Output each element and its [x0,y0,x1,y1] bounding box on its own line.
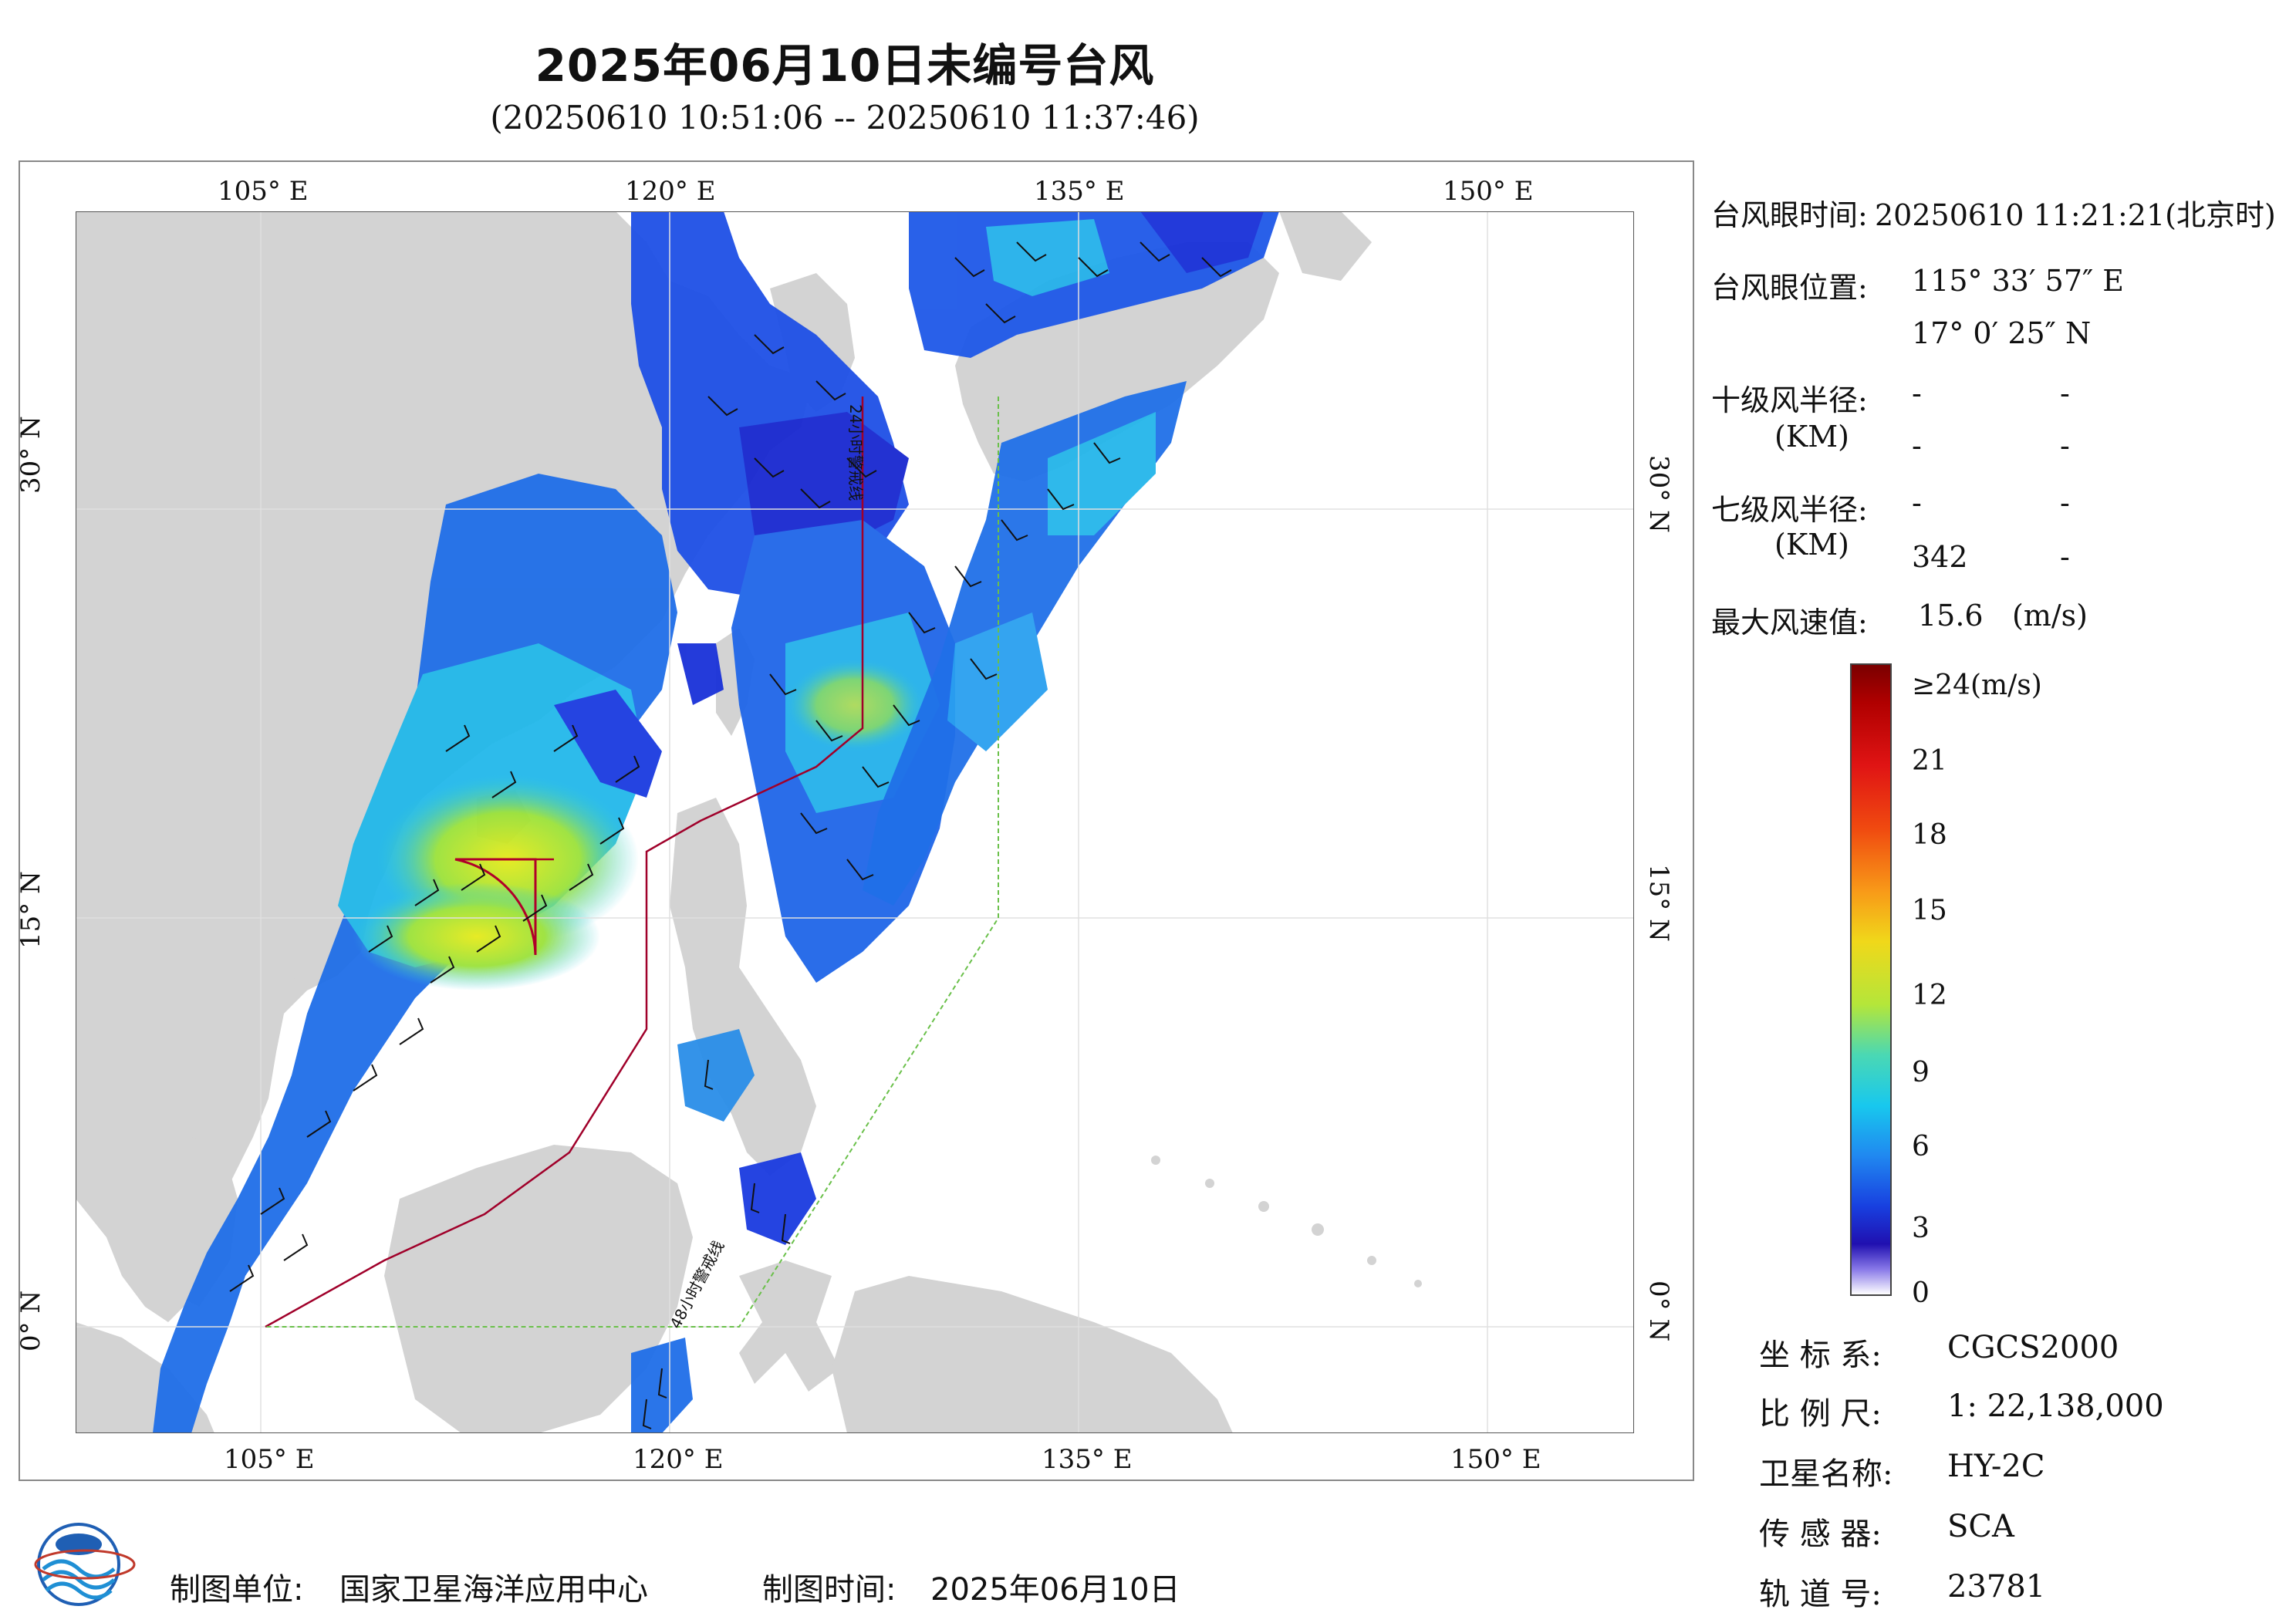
graticule [76,211,1634,1433]
wind-barbs [229,241,1232,1429]
colorbar-tick-12: 12 [1912,980,1947,1011]
colorbar-tick-18: 18 [1912,819,1947,851]
r10-row2-col1: - [1912,429,1922,463]
scale-label: 比 例 尺: [1759,1396,1882,1432]
lat-tick-left-0: 0° N [15,1290,46,1351]
lon-tick-top-120: 120° E [625,176,716,207]
lon-tick-bottom-150: 150° E [1450,1444,1541,1475]
lat-tick-right-15: 15° N [1643,864,1674,942]
lat-tick-right-0: 0° N [1643,1281,1674,1342]
lon-tick-top-150: 150° E [1443,176,1534,207]
mapping-time-label: 制图时间: [762,1572,896,1608]
scale-value: 1: 22,138,000 [1947,1388,2164,1424]
philippines [670,798,816,1176]
lon-tick-bottom-105: 105° E [224,1444,315,1475]
r10-unit: (KM) [1774,420,1849,454]
typhoon-eye-marker [454,858,554,956]
r10-row1-col2: - [2060,376,2070,410]
nsoas-logo [34,1523,136,1606]
sulawesi [739,1260,839,1392]
r10-label: 十级风半径: [1711,383,1868,417]
warning-label-24h: 24小时警戒线 [846,404,865,501]
r10-row1-col1: - [1912,376,1922,410]
producer-value: 国家卫星海洋应用中心 [339,1572,648,1608]
map-subtitle: (20250610 10:51:06 -- 20250610 11:37:46) [490,99,1200,137]
eye-time-value: 20250610 11:21:21(北京时) [1875,198,2276,232]
hokkaido [1279,211,1372,281]
wind-swath-right [863,211,1279,906]
colorbar [1850,663,1892,1296]
lat-tick-right-30: 30° N [1643,455,1674,533]
coord-label: 坐 标 系: [1759,1338,1882,1373]
eye-time-label: 台风眼时间: [1711,198,1868,232]
lon-tick-bottom-120: 120° E [633,1444,724,1475]
max-wind-value: 15.6 [1918,599,1984,633]
eye-lat-value: 17° 0′ 25″ N [1912,316,2092,350]
r7-label: 七级风半径: [1711,493,1868,527]
lon-tick-bottom-135: 135° E [1042,1444,1133,1475]
lat-tick-left-30: 30° N [15,416,46,494]
eye-pos-label: 台风眼位置: [1711,271,1868,305]
borneo [384,1145,693,1433]
r7-unit: (KM) [1774,528,1849,562]
map-title: 2025年06月10日未编号台风 [535,39,1155,92]
r10-row2-col2: - [2060,429,2070,463]
max-wind-label: 最大风速值: [1711,606,1868,639]
orbit-label: 轨 道 号: [1759,1577,1882,1612]
r7-row1-col1: - [1912,486,1922,520]
lon-tick-top-105: 105° E [218,176,309,207]
eye-lon-value: 115° 33′ 57″ E [1912,264,2125,298]
max-wind-unit: (m/s) [2012,599,2088,633]
map-frame [19,160,1694,1481]
producer-label: 制图单位: [170,1572,304,1608]
satellite-value: HY-2C [1947,1449,2045,1484]
warning-line-24h [265,396,864,1328]
warning-line-48h [265,396,999,1328]
map-plot: 24小时警戒线 48小时警戒线 [76,211,1634,1433]
colorbar-tick-15: 15 [1912,895,1947,926]
sensor-label: 传 感 器: [1759,1517,1882,1552]
lon-tick-top-135: 135° E [1034,176,1125,207]
colorbar-tick-21: 21 [1912,745,1947,777]
wind-swath-middle [631,211,955,1433]
colorbar-top-label: ≥24(m/s) [1912,670,2042,701]
new-guinea [832,1276,1233,1433]
lat-tick-left-15: 15° N [15,871,46,949]
coord-value: CGCS2000 [1947,1330,2119,1365]
sensor-value: SCA [1947,1509,2014,1544]
satellite-label: 卫星名称: [1759,1456,1893,1492]
r7-row2-col1: 342 [1912,540,1968,574]
colorbar-tick-3: 3 [1912,1213,1930,1244]
r7-row1-col2: - [2060,486,2070,520]
colorbar-tick-6: 6 [1912,1131,1930,1162]
mapping-time-value: 2025年06月10日 [930,1572,1180,1608]
colorbar-tick-0: 0 [1912,1277,1930,1309]
r7-row2-col2: - [2060,540,2070,574]
orbit-value: 23781 [1947,1569,2046,1604]
colorbar-tick-9: 9 [1912,1057,1930,1088]
